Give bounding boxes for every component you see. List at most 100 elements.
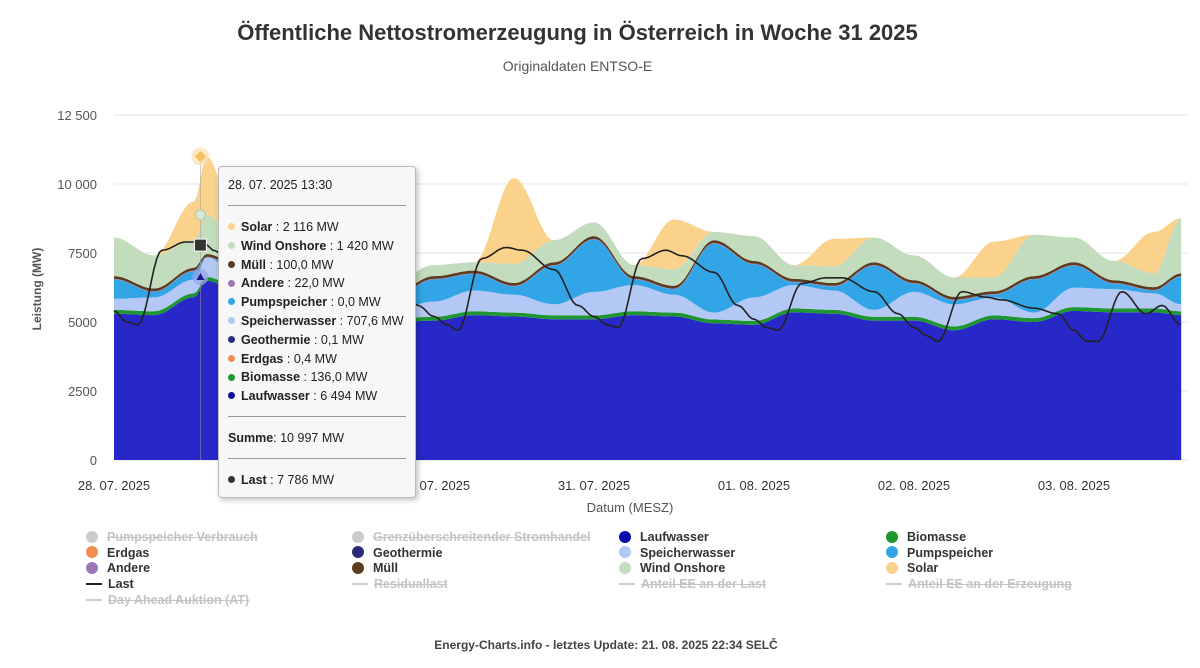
legend-label: Residuallast [374, 577, 448, 592]
legend-label: Biomasse [907, 530, 967, 544]
y-tick-label: 7500 [68, 246, 97, 261]
x-tick-label: 31. 07. 2025 [558, 478, 630, 493]
area-wind-onshore[interactable] [114, 214, 1182, 297]
tooltip-series-name: Wind Onshore [241, 238, 327, 253]
tooltip-series-value: 1 420 MW [336, 238, 394, 253]
tooltip-row: Laufwasser : 6 494 MW [228, 389, 377, 403]
legend-line-icon [352, 582, 368, 585]
legend-item[interactable]: Residuallast [352, 577, 448, 591]
tooltip-row: Geothermie : 0,1 MW [228, 333, 364, 347]
legend-line-icon [86, 598, 102, 601]
legend-item[interactable]: Wind Onshore [619, 561, 725, 575]
tooltip-separator [228, 416, 406, 417]
legend-dot-icon [352, 530, 364, 543]
y-axis-ticks: 0 2500 5000 7500 10 000 12 500 [57, 108, 97, 468]
legend-label: Speicherwasser [640, 545, 736, 560]
legend-label: Müll [373, 561, 398, 576]
x-tick-label: 01. 08. 2025 [718, 478, 790, 493]
tooltip-row: Biomasse : 136,0 MW [228, 370, 367, 384]
legend-dot-icon [352, 546, 364, 559]
legend-dot-icon [886, 562, 898, 575]
legend-line-icon [619, 582, 635, 585]
legend: Pumpspeicher Verbrauch Grenzüberschreiten… [86, 530, 1186, 610]
legend-label: Erdgas [107, 545, 150, 560]
legend-item[interactable]: Biomasse [886, 530, 966, 544]
footer-credit: Energy-Charts.info - letztes Update: 21.… [434, 638, 778, 652]
legend-item[interactable]: Anteil EE an der Erzeugung [886, 577, 1072, 591]
legend-item[interactable]: Erdgas [86, 546, 149, 560]
legend-item[interactable]: Grenzüberschreitender Stromhandel [352, 530, 590, 544]
tooltip-separator [228, 458, 406, 459]
tooltip: 28. 07. 2025 13:30 Solar : 2 116 MW Wind … [218, 166, 416, 498]
legend-dot-icon [619, 562, 631, 575]
legend-item[interactable]: Speicherwasser [619, 546, 735, 560]
tooltip-series-name: Solar [241, 220, 273, 234]
legend-item[interactable]: Müll [352, 561, 398, 575]
tooltip-row: Speicherwasser : 707,6 MW [228, 314, 404, 328]
tooltip-sum-label: Summe [228, 431, 274, 445]
tooltip-dot [228, 223, 235, 231]
tooltip-series-value: 0,0 MW [337, 295, 381, 310]
legend-label: Anteil EE an der Erzeugung [908, 577, 1072, 592]
legend-item[interactable]: Geothermie [352, 546, 442, 560]
legend-label: Last [108, 577, 134, 592]
legend-item[interactable]: Day Ahead Auktion (AT) [86, 593, 249, 607]
tooltip-series-value: 100,0 MW [276, 257, 334, 272]
legend-dot-icon [352, 562, 364, 575]
legend-item[interactable]: Solar [886, 561, 938, 575]
y-tick-label: 12 500 [57, 108, 97, 123]
legend-dot-icon [886, 546, 898, 559]
y-tick-label: 5000 [68, 315, 97, 330]
marker-solar [194, 150, 207, 163]
tooltip-series-value: 0,1 MW [320, 332, 364, 347]
legend-dot-icon [86, 562, 98, 575]
y-tick-label: 10 000 [57, 177, 97, 192]
tooltip-series-name: Laufwasser [241, 389, 310, 404]
legend-item[interactable]: Laufwasser [619, 530, 709, 544]
legend-line-icon [86, 582, 102, 585]
tooltip-row: Pumpspeicher : 0,0 MW [228, 295, 381, 309]
legend-item[interactable]: Pumpspeicher Verbrauch [86, 530, 258, 544]
tooltip-dot [228, 260, 235, 268]
legend-label: Anteil EE an der Last [641, 577, 767, 592]
x-tick-label: 03. 08. 2025 [1038, 478, 1110, 493]
legend-item[interactable]: Andere [86, 561, 150, 575]
area-solar[interactable] [114, 156, 1182, 282]
x-tick-label: 28. 07. 2025 [78, 478, 150, 493]
legend-item[interactable]: Last [86, 577, 134, 591]
tooltip-row: Müll : 100,0 MW [228, 258, 333, 272]
legend-item[interactable]: Pumpspeicher [886, 546, 993, 560]
tooltip-dot [228, 279, 235, 287]
tooltip-series-name: Speicherwasser [241, 314, 337, 328]
tooltip-series-name: Andere [241, 276, 285, 291]
legend-label: Pumpspeicher Verbrauch [107, 530, 258, 544]
legend-label: Day Ahead Auktion (AT) [108, 592, 250, 607]
tooltip-last: Last : 7 786 MW [228, 473, 334, 487]
tooltip-dot [228, 392, 235, 400]
legend-label: Pumpspeicher [907, 545, 994, 560]
tooltip-series-value: 0,4 MW [293, 351, 337, 366]
tooltip-series-value: 707,6 MW [346, 314, 404, 328]
legend-item[interactable]: Anteil EE an der Last [619, 577, 766, 591]
tooltip-series-name: Müll [241, 257, 266, 272]
chart-subtitle: Originaldaten ENTSO-E [502, 58, 653, 74]
legend-label: Andere [107, 561, 151, 576]
tooltip-series-value: 22,0 MW [294, 276, 345, 291]
tooltip-row: Solar : 2 116 MW [228, 220, 339, 234]
marker-wind [194, 209, 206, 221]
tooltip-sum: Summe: 10 997 MW [228, 431, 345, 445]
tooltip-dot [228, 373, 235, 381]
tooltip-series-value: 6 494 MW [320, 389, 378, 404]
tooltip-dot [228, 242, 235, 249]
legend-dot-icon [619, 546, 631, 559]
area-biomasse[interactable] [114, 276, 1182, 331]
y-tick-label: 0 [90, 453, 97, 468]
tooltip-dot [228, 317, 235, 325]
legend-label: Geothermie [373, 545, 443, 560]
tooltip-row: Wind Onshore : 1 420 MW [228, 239, 394, 253]
legend-dot-icon [86, 530, 98, 543]
y-axis-title: Leistung (MW) [30, 248, 44, 331]
legend-label: Solar [907, 561, 939, 576]
x-tick-label: 02. 08. 2025 [878, 478, 950, 493]
